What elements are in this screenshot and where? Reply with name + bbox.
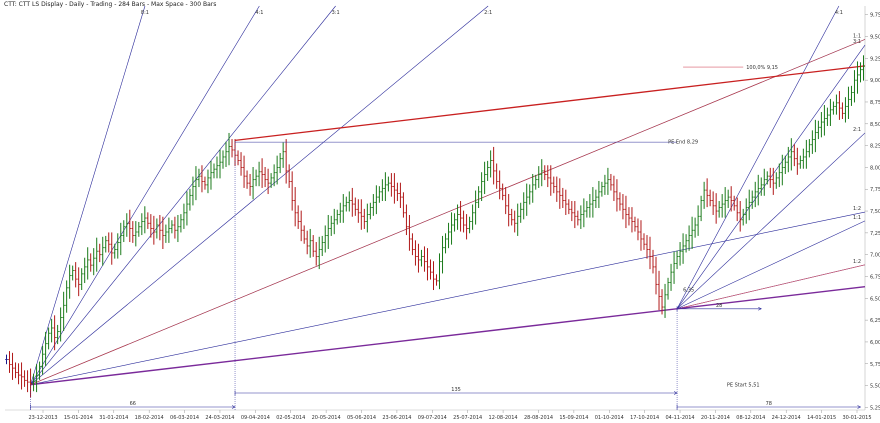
x-tick-label: 09-04-2014 xyxy=(241,415,270,421)
y-tick-label: 8,50 xyxy=(870,122,880,128)
x-tick-label: 15-09-2014 xyxy=(559,415,588,421)
y-tick-label: 9,00 xyxy=(870,78,880,84)
x-tick-label: 02-05-2014 xyxy=(276,415,305,421)
start-fan-label: 4:1 xyxy=(255,10,263,16)
x-tick-label: 14-01-2015 xyxy=(807,415,836,421)
start-fan-2x1 xyxy=(30,5,489,385)
start-fan-3x1 xyxy=(30,5,336,385)
bar-count-78-arrow xyxy=(857,405,862,409)
price-bars xyxy=(5,55,865,398)
pivot-fan-label: 1:2 xyxy=(853,259,861,265)
y-tick-label: 6,25 xyxy=(870,318,880,324)
x-tick-label: 20-11-2014 xyxy=(701,415,730,421)
start-fan-1x2 xyxy=(30,211,866,385)
start-fan-4x1 xyxy=(30,5,260,385)
y-tick-label: 6,75 xyxy=(870,274,880,280)
pivot-fan-label: 1:1 xyxy=(853,215,861,221)
y-tick-label: 9,50 xyxy=(870,35,880,41)
y-tick-label: 9,25 xyxy=(870,56,880,62)
x-tick-label: 31-01-2014 xyxy=(99,415,128,421)
y-tick-label: 7,75 xyxy=(870,187,880,193)
bar-count-28-label: 28 xyxy=(716,303,722,309)
chart-title: CTT: CTT LS Display - Daily - Trading - … xyxy=(4,1,217,8)
y-tick-label: 5,25 xyxy=(870,405,880,411)
start-fan-8x1 xyxy=(30,5,146,385)
y-tick-label: 9,75 xyxy=(870,13,880,19)
pivot-fan-pink-line xyxy=(676,264,866,310)
x-tick-label: 09-07-2014 xyxy=(418,415,447,421)
resistance-trendline xyxy=(234,65,866,142)
pivot-fan-label: 4:1 xyxy=(835,10,843,16)
x-tick-label: 25-07-2014 xyxy=(453,415,482,421)
x-tick-label: 23-12-2013 xyxy=(28,415,57,421)
x-tick-label: 24-03-2014 xyxy=(205,415,234,421)
pe-start-label: PE Start 5,51 xyxy=(727,383,760,389)
x-tick-label: 17-10-2014 xyxy=(630,415,659,421)
x-tick-label: 28-08-2014 xyxy=(524,415,553,421)
y-tick-label: 6,00 xyxy=(870,340,880,346)
x-tick-label: 18-02-2014 xyxy=(135,415,164,421)
pivot-fan-2x1 xyxy=(676,132,866,310)
y-tick-label: 5,75 xyxy=(870,362,880,368)
x-tick-label: 23-06-2014 xyxy=(382,415,411,421)
x-tick-label: 24-12-2014 xyxy=(772,415,801,421)
x-tick-label: 01-10-2014 xyxy=(595,415,624,421)
pe-end-label: PE End 8,29 xyxy=(668,140,698,146)
y-tick-label: 8,00 xyxy=(870,165,880,171)
x-tick-label: 15-01-2014 xyxy=(64,415,93,421)
y-tick-label: 5,50 xyxy=(870,384,880,390)
start-fan-label: 8:1 xyxy=(141,10,149,16)
start-fan-red-line xyxy=(30,39,866,385)
y-tick-label: 7,00 xyxy=(870,253,880,259)
x-axis: 23-12-2013 15-01-2014 31-01-2014 18-02-2014… xyxy=(28,410,872,421)
start-fan-label: 3:1 xyxy=(332,10,340,16)
x-tick-label: 06-03-2014 xyxy=(170,415,199,421)
start-fan-label: 1:1 xyxy=(853,33,861,39)
x-tick-label: 05-06-2014 xyxy=(347,415,376,421)
pivot-fan-label: 3:1 xyxy=(853,39,861,45)
x-tick-label: 12-08-2014 xyxy=(489,415,518,421)
x-tick-label: 08-12-2014 xyxy=(736,415,765,421)
bar-count-28-arrow xyxy=(758,307,762,311)
y-axis: 5,25 5,50 5,75 6,00 6,25 6,50 6,75 7,00 7,25 7,50… xyxy=(865,13,880,411)
fib-level-label: 100,0% 9,15 xyxy=(746,65,778,71)
y-tick-label: 7,50 xyxy=(870,209,880,215)
y-tick-label: 8,25 xyxy=(870,144,880,150)
support-trendline xyxy=(30,286,866,386)
pivot-fan-3x1 xyxy=(676,44,866,309)
gann-fan-lines: 8:1 4:1 3:1 2:1 1:1 1:2 4:1 3:1 2:1 1:1 1:2 xyxy=(30,5,866,386)
start-fan-label: 1:2 xyxy=(853,206,861,212)
start-fan-label: 2:1 xyxy=(484,10,492,16)
y-tick-label: 6,50 xyxy=(870,296,880,302)
pivot-fan-1x1 xyxy=(676,220,866,310)
bar-count-78-label: 78 xyxy=(766,401,772,407)
pivot-fan-label: 2:1 xyxy=(853,127,861,133)
bar-count-66-label: 66 xyxy=(130,401,136,407)
pivot-low-label: 6,35 xyxy=(683,287,694,293)
y-tick-label: 8,75 xyxy=(870,100,880,106)
x-tick-label: 04-11-2014 xyxy=(666,415,695,421)
bar-count-135-label: 135 xyxy=(451,387,461,393)
y-tick-label: 7,25 xyxy=(870,231,880,237)
x-tick-label: 30-01-2015 xyxy=(842,415,871,421)
x-tick-label: 20-05-2014 xyxy=(312,415,341,421)
grid-lines xyxy=(5,6,866,411)
pivot-fan-4x1 xyxy=(676,5,840,309)
annotations: PE End 8,29 100,0% 9,15 66 135 78 28 PE Start … xyxy=(30,65,862,410)
